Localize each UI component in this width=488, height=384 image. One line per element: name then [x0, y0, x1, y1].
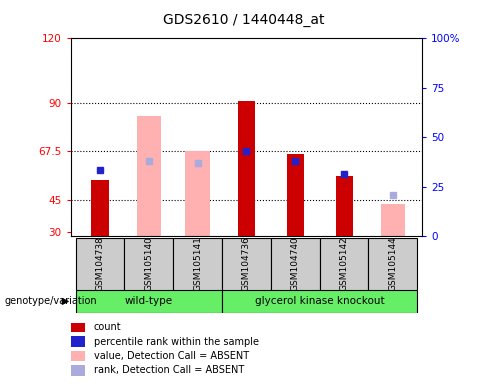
Bar	[137, 116, 161, 236]
Bar	[222, 238, 271, 290]
Text: GSM105142: GSM105142	[340, 237, 348, 291]
Bar	[381, 204, 405, 236]
Bar	[76, 238, 124, 290]
Text: value, Detection Call = ABSENT: value, Detection Call = ABSENT	[94, 351, 249, 361]
Text: count: count	[94, 322, 121, 332]
Text: GSM105140: GSM105140	[144, 237, 153, 291]
Bar	[71, 336, 85, 347]
Bar	[91, 180, 108, 236]
Text: GSM104738: GSM104738	[96, 237, 104, 291]
Bar	[71, 322, 85, 333]
Bar	[185, 151, 210, 236]
Text: GDS2610 / 1440448_at: GDS2610 / 1440448_at	[163, 13, 325, 27]
Bar	[124, 238, 173, 290]
Text: rank, Detection Call = ABSENT: rank, Detection Call = ABSENT	[94, 365, 244, 376]
Text: GSM105141: GSM105141	[193, 237, 202, 291]
Bar	[173, 238, 222, 290]
Bar	[71, 365, 85, 376]
Text: GSM104740: GSM104740	[291, 237, 300, 291]
Bar	[287, 154, 304, 236]
Bar	[238, 101, 255, 236]
Text: GSM104736: GSM104736	[242, 237, 251, 291]
Bar	[71, 351, 85, 361]
Bar	[222, 290, 417, 313]
Text: wild-type: wild-type	[125, 296, 173, 306]
Text: glycerol kinase knockout: glycerol kinase knockout	[255, 296, 385, 306]
Bar	[271, 238, 320, 290]
Text: GSM105144: GSM105144	[388, 237, 397, 291]
Bar	[336, 176, 353, 236]
Text: percentile rank within the sample: percentile rank within the sample	[94, 336, 259, 347]
Bar	[76, 290, 222, 313]
Bar	[368, 238, 417, 290]
Text: genotype/variation: genotype/variation	[5, 296, 98, 306]
Bar	[320, 238, 368, 290]
